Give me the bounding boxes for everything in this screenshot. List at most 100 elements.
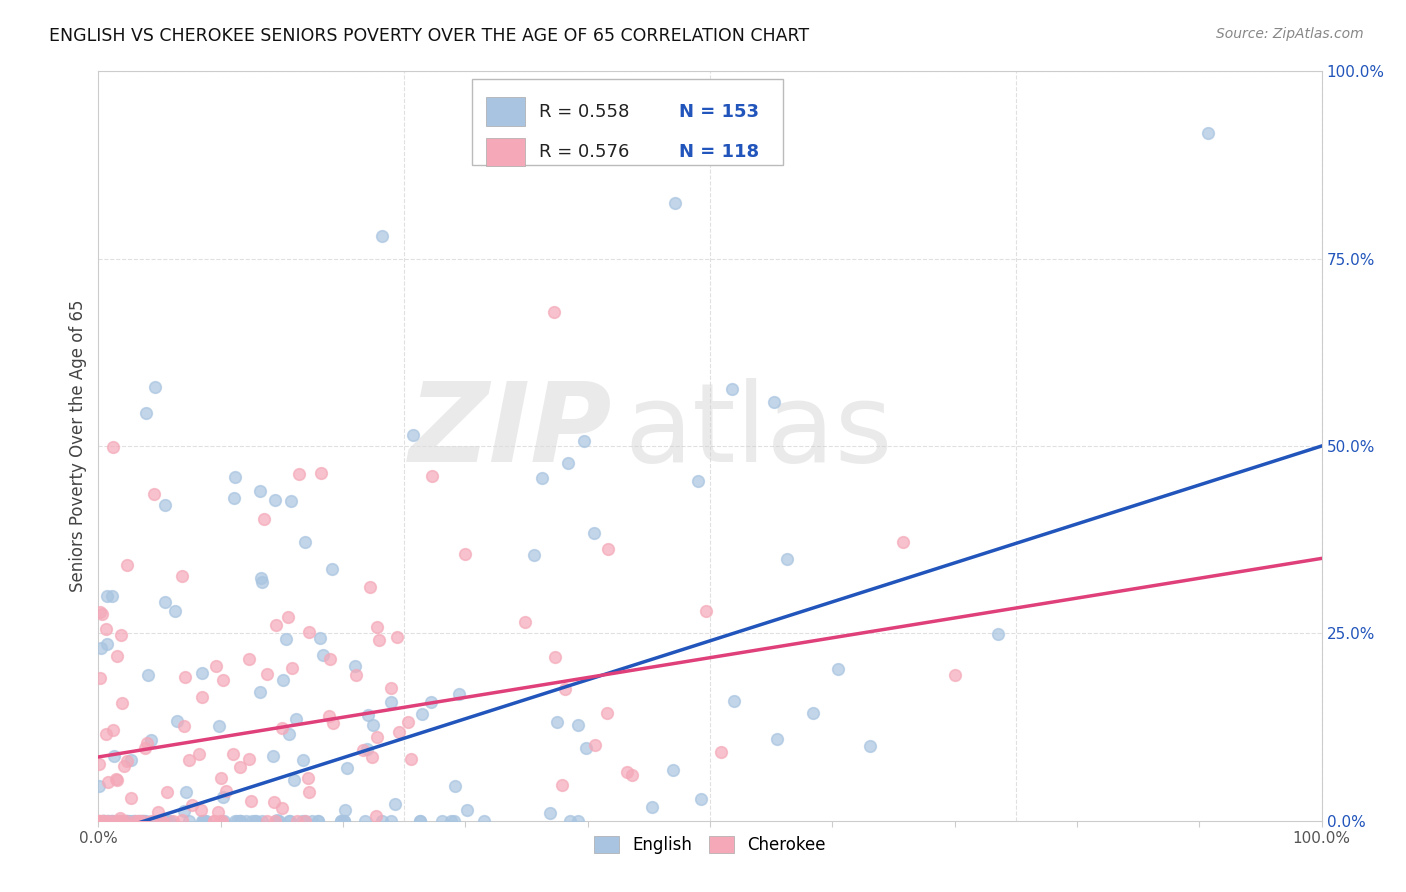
Point (319, 652, 342, 666)
Point (101, 814, 124, 828)
Point (98, 814, 121, 828)
Point (222, 747, 245, 761)
Point (987, 627, 1010, 641)
Point (229, 814, 252, 828)
Point (307, 814, 329, 828)
Point (262, 748, 284, 763)
Point (274, 632, 297, 646)
Point (256, 666, 278, 681)
Point (110, 628, 132, 642)
Point (224, 814, 246, 828)
Point (367, 633, 389, 648)
Point (291, 814, 314, 828)
Point (91, 814, 114, 828)
Point (101, 440, 124, 454)
Point (96, 623, 118, 637)
Point (256, 814, 278, 828)
Point (775, 552, 797, 566)
Point (250, 571, 273, 585)
FancyBboxPatch shape (471, 78, 783, 165)
Point (87, 814, 110, 828)
Point (107, 814, 129, 828)
Point (385, 631, 408, 645)
Point (409, 814, 432, 828)
Point (280, 814, 302, 828)
Point (202, 814, 225, 828)
Point (686, 474, 709, 488)
Point (142, 814, 165, 828)
Point (238, 752, 260, 766)
Point (190, 665, 212, 680)
Point (689, 791, 711, 805)
Point (212, 673, 235, 687)
Point (90, 814, 112, 828)
Point (801, 706, 824, 720)
Point (344, 668, 367, 682)
Point (166, 714, 188, 729)
Point (297, 771, 319, 785)
Point (329, 814, 352, 828)
Point (105, 772, 128, 786)
Point (575, 740, 598, 755)
Point (357, 708, 380, 723)
Point (240, 794, 263, 808)
Point (224, 491, 246, 505)
Point (141, 733, 163, 747)
Point (115, 754, 138, 768)
Point (620, 768, 643, 782)
Point (366, 620, 388, 634)
Point (150, 814, 173, 828)
Point (440, 814, 463, 828)
Point (181, 798, 204, 813)
Point (89, 814, 111, 828)
Point (456, 803, 478, 817)
Point (557, 456, 579, 470)
Point (271, 673, 294, 687)
Point (266, 814, 288, 828)
Point (91, 607, 114, 621)
Point (127, 814, 149, 828)
Point (361, 750, 384, 764)
Point (162, 814, 184, 828)
Point (212, 814, 235, 828)
Point (208, 719, 231, 733)
Point (89, 605, 111, 619)
Point (177, 814, 200, 828)
Point (101, 723, 124, 738)
Point (163, 604, 186, 618)
Point (294, 814, 316, 828)
Point (134, 814, 156, 828)
Point (721, 382, 744, 396)
Point (353, 743, 375, 757)
Point (595, 706, 617, 720)
FancyBboxPatch shape (486, 138, 526, 166)
Point (291, 753, 314, 767)
Point (277, 814, 299, 828)
Point (129, 814, 152, 828)
Point (93, 814, 115, 828)
Point (1197, 127, 1219, 141)
Point (543, 650, 565, 665)
Point (111, 814, 134, 828)
Point (371, 229, 394, 244)
Point (336, 761, 359, 775)
Point (943, 667, 966, 681)
Point (96, 589, 118, 603)
Point (190, 814, 212, 828)
Point (94, 727, 117, 741)
Point (710, 745, 733, 759)
Point (120, 753, 142, 767)
Point (143, 379, 166, 393)
Point (264, 814, 287, 828)
Point (136, 736, 159, 750)
Text: N = 118: N = 118 (679, 143, 759, 161)
Point (173, 804, 195, 818)
FancyBboxPatch shape (486, 97, 526, 126)
Point (141, 814, 163, 828)
Point (173, 719, 195, 733)
Point (263, 795, 285, 809)
Point (312, 648, 335, 662)
Point (298, 785, 321, 799)
Point (333, 814, 356, 828)
Point (318, 709, 340, 723)
